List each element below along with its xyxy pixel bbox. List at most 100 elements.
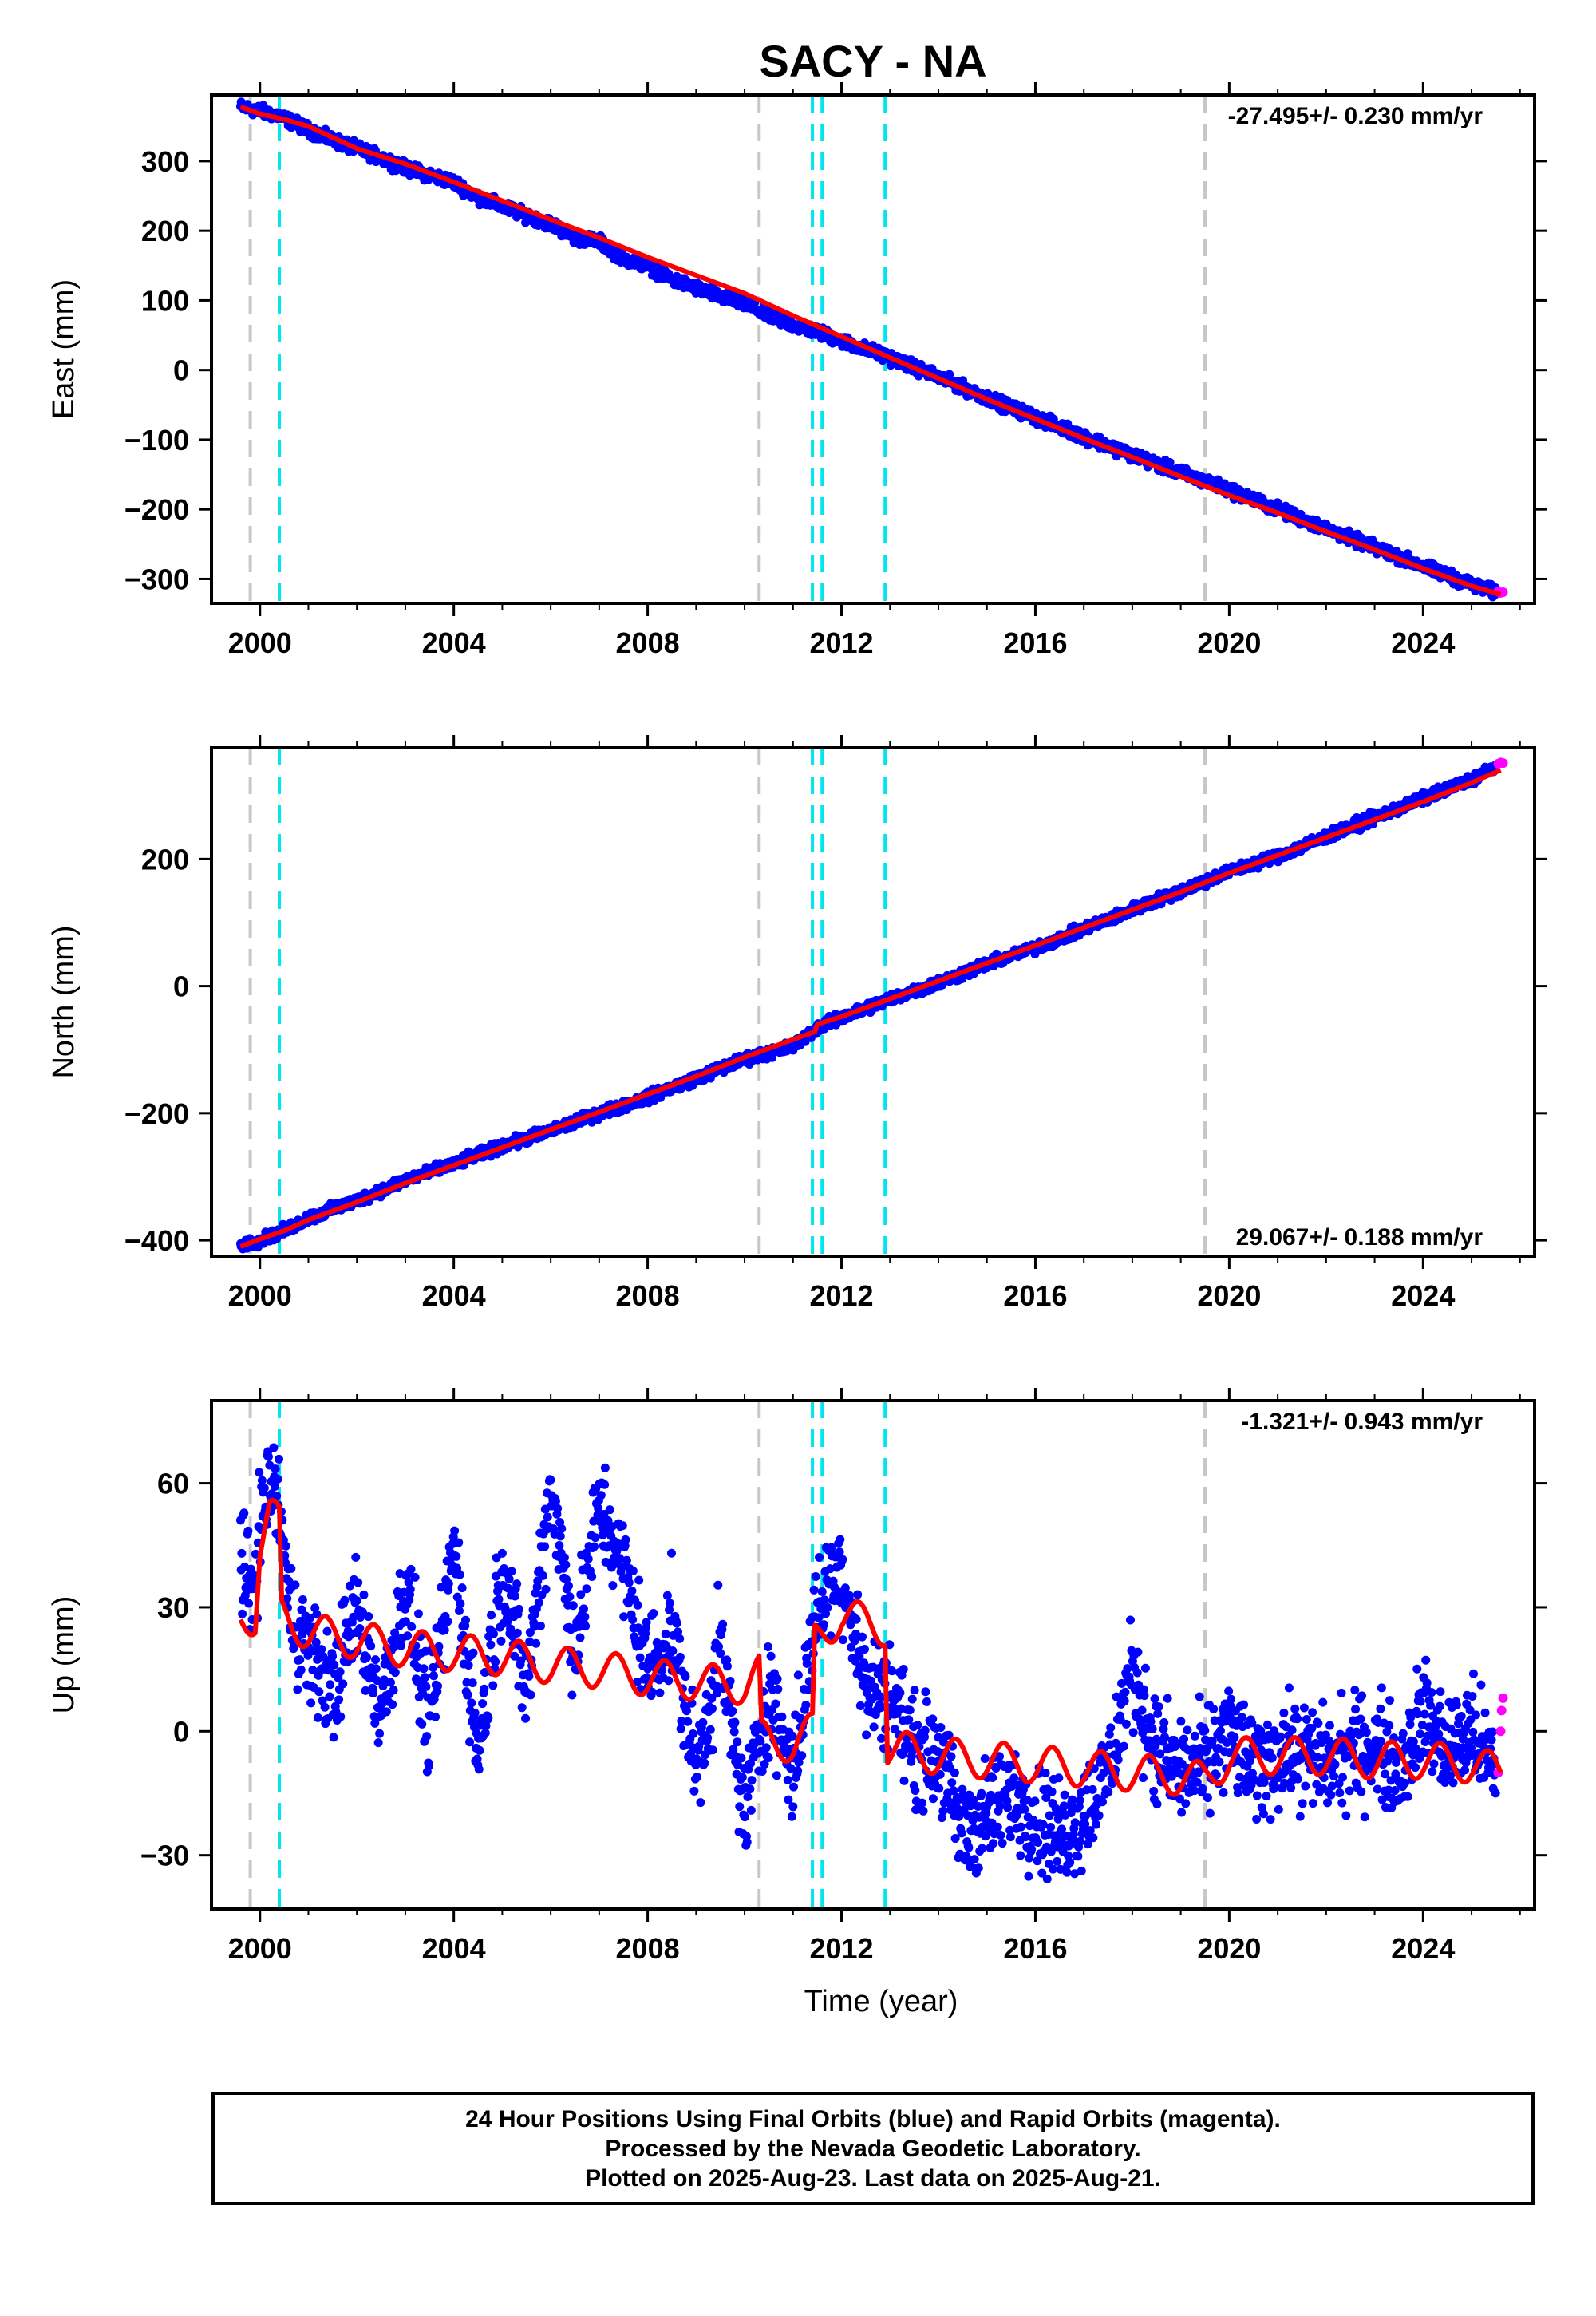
final-orbit-point [491, 1657, 500, 1666]
final-orbit-point [351, 1552, 361, 1562]
final-orbit-point [311, 1638, 321, 1647]
final-orbit-point [444, 1579, 453, 1588]
final-orbit-point [504, 1583, 513, 1593]
x-tick-label: 2016 [1003, 1279, 1067, 1312]
final-orbit-point [945, 370, 954, 379]
final-orbit-point [320, 1702, 330, 1712]
final-orbit-point [355, 1624, 365, 1634]
final-orbit-point [290, 1580, 300, 1590]
x-tick-label: 2012 [809, 1279, 873, 1312]
final-orbit-point [456, 1599, 465, 1608]
final-orbit-point [273, 1474, 282, 1484]
final-orbit-point [318, 1652, 328, 1662]
y-tick-label: −100 [124, 424, 189, 456]
x-tick-label: 2004 [422, 626, 486, 659]
final-orbit-point [375, 1729, 385, 1738]
final-orbit-point [389, 1686, 398, 1695]
final-orbit-point [293, 1685, 302, 1694]
y-tick-label: 0 [173, 970, 189, 1003]
final-orbit-point [452, 1592, 462, 1602]
final-orbit-point [271, 1464, 280, 1474]
final-orbit-point [366, 1642, 376, 1651]
plot-area [235, 95, 1508, 603]
final-orbit-point [329, 1733, 338, 1742]
x-tick-label: 2000 [228, 1279, 292, 1312]
final-orbit-point [465, 1737, 475, 1747]
final-orbit-point [239, 1508, 249, 1518]
x-tick-label: 2012 [809, 626, 873, 659]
final-orbit-point [314, 1687, 324, 1697]
final-orbit-point [303, 1650, 313, 1660]
final-orbit-point [488, 1681, 498, 1690]
final-orbit-point [359, 1590, 369, 1599]
final-orbit-point [480, 1728, 490, 1737]
final-orbit-point [454, 1538, 464, 1547]
final-orbit-point [464, 1660, 473, 1670]
final-orbit-point [255, 1468, 264, 1477]
y-tick-label: 200 [141, 843, 189, 875]
final-orbit-point [444, 1585, 453, 1595]
final-orbit-point [308, 1666, 318, 1675]
x-tick-label: 2020 [1197, 1279, 1261, 1312]
final-orbit-point [349, 1612, 358, 1622]
final-orbit-point [272, 1491, 282, 1500]
final-orbit-point [371, 1664, 381, 1674]
final-orbit-point [417, 1719, 427, 1729]
final-orbit-point [243, 1526, 253, 1535]
panel-1: 2000 2004 2008 2012 2016 2020 2024−300−200−100… [47, 82, 1547, 659]
final-orbit-point [468, 1678, 477, 1688]
final-orbit-point [335, 1667, 345, 1677]
y-tick-label: 100 [141, 284, 189, 317]
final-orbit-point [334, 1695, 344, 1705]
y-tick-label: −200 [124, 1097, 189, 1130]
final-orbit-point [467, 1698, 476, 1708]
final-orbit-point [312, 1610, 322, 1619]
final-orbit-point [403, 1631, 413, 1641]
y-axis-label: North (mm) [47, 925, 81, 1078]
final-orbit-point [463, 1690, 472, 1700]
final-orbit-point [474, 1765, 484, 1774]
final-orbit-point [419, 1664, 429, 1674]
final-orbit-point [238, 1609, 247, 1618]
final-orbit-point [431, 1712, 440, 1721]
final-orbit-point [322, 1626, 332, 1636]
final-orbit-point [286, 1563, 296, 1573]
plot-frame [210, 746, 1536, 1258]
final-orbit-point [510, 1651, 519, 1661]
final-orbit-point [470, 1708, 480, 1717]
chart-title: SACY - NA [759, 36, 986, 86]
final-orbit-point [496, 1636, 506, 1646]
panel-2: 2000 2004 2008 2012 2016 2020 2024−400−2000200… [47, 735, 1547, 1312]
y-tick-label: −200 [124, 493, 189, 526]
final-orbit-point [352, 1596, 361, 1606]
final-orbit-point [507, 1567, 516, 1576]
x-tick-label: 2008 [616, 626, 680, 659]
final-orbit-point [440, 1626, 449, 1635]
final-orbit-point [407, 1622, 417, 1631]
final-orbit-point [259, 1484, 269, 1493]
velocity-annotation: 29.067+/- 0.188 mm/yr [1236, 1224, 1483, 1251]
rapid-orbit-point [1498, 758, 1508, 769]
final-orbit-point [295, 1655, 305, 1665]
final-orbit-point [397, 1641, 406, 1650]
final-orbit-point [237, 1548, 247, 1558]
x-tick-label: 2008 [616, 1279, 680, 1312]
final-orbit-point [486, 1640, 496, 1650]
final-orbit-point [282, 1594, 292, 1603]
model-line [239, 768, 1502, 1249]
final-orbit-point [480, 1684, 489, 1694]
final-orbit-point [455, 1570, 464, 1579]
final-orbit-point [497, 1548, 507, 1558]
final-orbit-point [405, 1584, 415, 1594]
final-orbit-point [406, 1564, 416, 1574]
final-orbit-point [475, 1745, 484, 1755]
final-orbit-point [512, 1579, 522, 1589]
final-orbit-point [388, 1700, 397, 1709]
final-orbit-point [338, 1679, 348, 1689]
x-tick-label: 2024 [1391, 626, 1455, 659]
final-orbit-point [450, 1526, 460, 1535]
y-tick-label: −300 [124, 563, 189, 595]
final-orbit-point [326, 1680, 335, 1690]
final-orbit-point [328, 1651, 338, 1661]
y-axis-label: East (mm) [47, 279, 81, 419]
